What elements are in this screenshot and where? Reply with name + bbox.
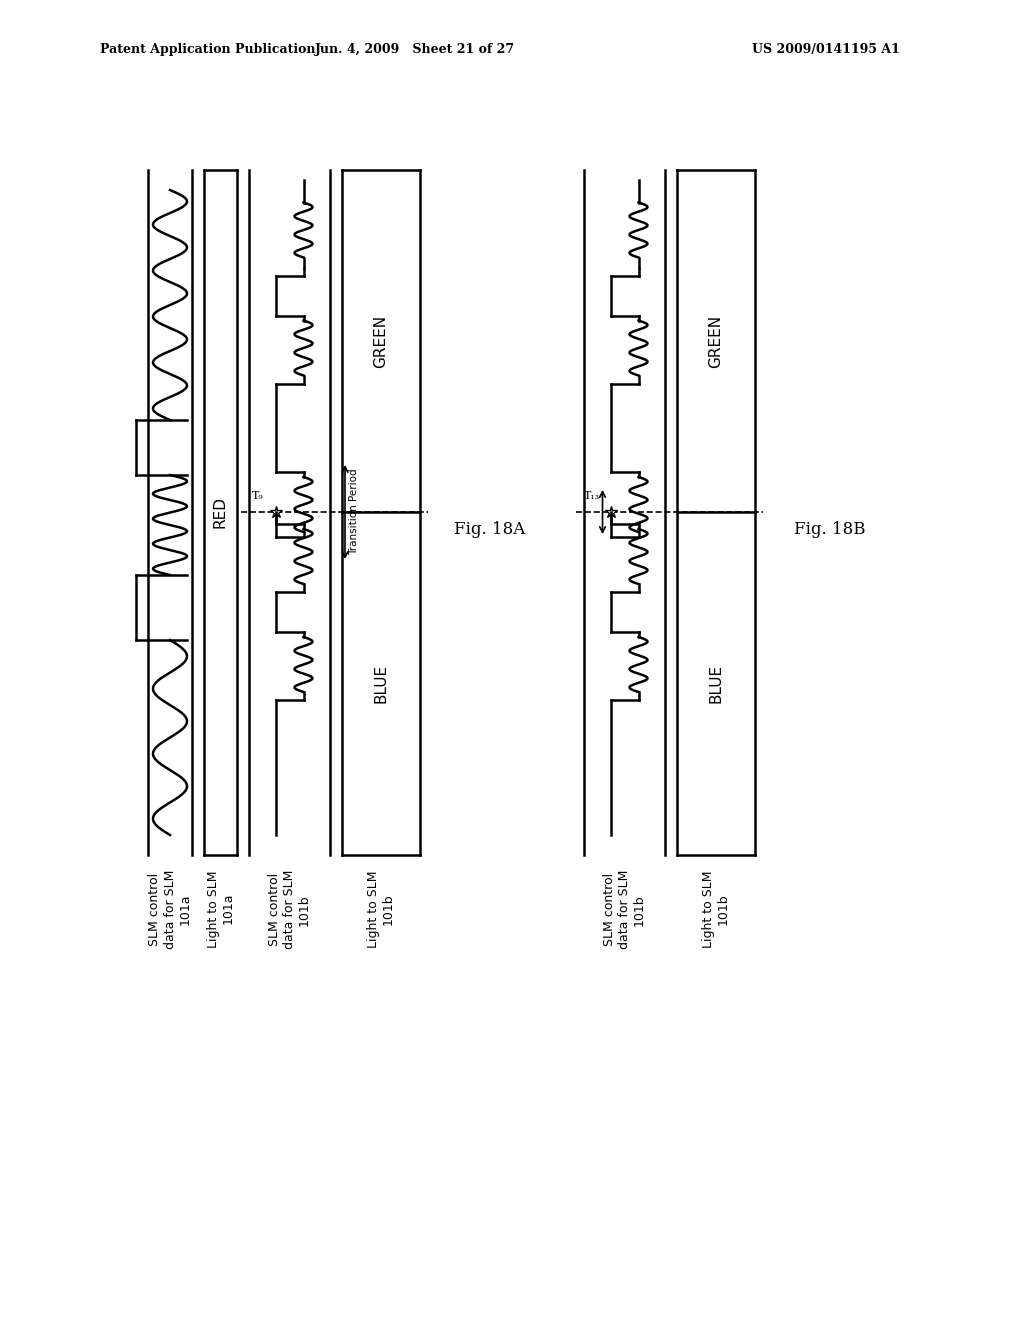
Text: Light to SLM
101a: Light to SLM 101a [207,870,234,948]
Text: Transition Period: Transition Period [349,469,359,556]
Text: BLUE: BLUE [374,664,388,704]
Text: Fig. 18A: Fig. 18A [455,521,525,539]
Text: Patent Application Publication: Patent Application Publication [100,44,315,57]
Text: T₉: T₉ [252,491,263,502]
Text: GREEN: GREEN [709,314,724,367]
Text: Jun. 4, 2009   Sheet 21 of 27: Jun. 4, 2009 Sheet 21 of 27 [315,44,515,57]
Text: Fig. 18B: Fig. 18B [795,521,865,539]
Text: Light to SLM
101b: Light to SLM 101b [367,870,395,948]
Text: RED: RED [213,496,228,528]
Text: SLM control
data for SLM
101b: SLM control data for SLM 101b [268,870,311,949]
Text: US 2009/0141195 A1: US 2009/0141195 A1 [752,44,900,57]
Text: T₁₃: T₁₃ [585,491,601,502]
Text: GREEN: GREEN [374,314,388,367]
Text: SLM control
data for SLM
101b: SLM control data for SLM 101b [603,870,646,949]
Text: SLM control
data for SLM
101a: SLM control data for SLM 101a [148,870,191,949]
Text: Light to SLM
101b: Light to SLM 101b [702,870,730,948]
Text: BLUE: BLUE [709,664,724,704]
